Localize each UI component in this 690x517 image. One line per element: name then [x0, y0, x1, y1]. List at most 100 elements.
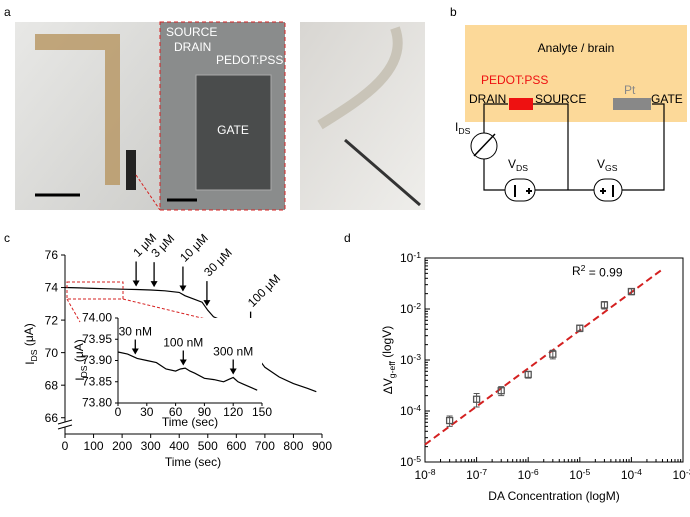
- annotation-label: 30 nM: [119, 325, 152, 339]
- zoom-frame: [159, 21, 286, 211]
- ids-label-main: I: [455, 120, 458, 134]
- arrow-head: [150, 281, 158, 288]
- panel-a: a SOURCE DRAIN PEDOT:PSS GATE: [4, 5, 425, 211]
- y-tick-label: 66: [45, 411, 59, 425]
- x-tick-label: 10-4: [621, 467, 642, 482]
- x-tick-label: 0: [115, 405, 122, 419]
- x-tick-label: 60: [169, 405, 183, 419]
- inset-y-title-tail: (μA): [72, 339, 86, 365]
- tweezer: [344, 138, 421, 207]
- y-tick-label-sup: -5: [413, 454, 421, 464]
- y-tick-label: 10-4: [400, 403, 421, 418]
- data-point: [497, 387, 505, 395]
- data-point: [600, 301, 609, 309]
- panel-label: c: [4, 231, 10, 245]
- y-tick-label-main: 10: [400, 353, 414, 367]
- data-point: [576, 324, 584, 332]
- inset-x-title-main: Time (sec): [162, 415, 218, 429]
- x-tick-label-main: 10: [621, 468, 635, 482]
- probe-tip: [126, 150, 136, 190]
- pedot-channel: [509, 98, 533, 110]
- gate-label: GATE: [651, 92, 683, 106]
- y-axis-title-sub: g-eff: [387, 361, 397, 379]
- y-tick-label-sup: -1: [413, 250, 421, 260]
- y-tick-label: 70: [45, 346, 59, 360]
- data-line: [64, 286, 317, 393]
- data-point: [627, 287, 636, 296]
- zoom-line: [135, 174, 161, 211]
- arrow-head: [131, 348, 139, 355]
- plot-frame: [424, 257, 684, 463]
- x-tick-label-main: 10: [569, 468, 583, 482]
- r-squared-tail: = 0.99: [585, 266, 622, 280]
- arrow-head: [132, 280, 140, 287]
- vgs-label-sub: GS: [605, 163, 618, 173]
- x-tick-label: 700: [255, 439, 275, 453]
- vgs-source: [593, 178, 623, 202]
- vgs-label-main: V: [597, 157, 605, 171]
- x-tick-label-sup: -5: [583, 467, 591, 477]
- x-axis-title: DA Concentration (logM): [488, 489, 619, 503]
- x-tick-label-sup: -7: [479, 467, 487, 477]
- panel-d: d: [344, 231, 351, 245]
- vds-label-main: V: [508, 157, 516, 171]
- pt-label: Pt: [624, 83, 636, 97]
- x-tick-label: 400: [169, 439, 189, 453]
- annotation-label: 300 nM: [213, 345, 253, 359]
- x-tick-label-main: 10: [414, 468, 428, 482]
- x-tick-label: 90: [198, 405, 212, 419]
- annotation-label: 30 μM: [201, 246, 235, 280]
- ids-label-sub: DS: [458, 126, 470, 136]
- photo-device: [15, 22, 160, 210]
- y-axis-title: ΔVg-eff (logV): [380, 326, 397, 394]
- r-squared-main: R: [572, 264, 581, 278]
- vds-source: [504, 178, 536, 202]
- panel-label: d: [344, 231, 351, 245]
- x-axis-title-main: Time (sec): [165, 455, 221, 469]
- x-tick-label: 10-6: [518, 467, 539, 482]
- x-tick-label: 150: [252, 405, 272, 419]
- y-tick-label: 73.85: [82, 374, 112, 388]
- inset-bg: [118, 318, 262, 403]
- annotation-label: 100 nM: [163, 335, 203, 349]
- x-tick-label-sup: -4: [634, 467, 642, 477]
- vds-label-sub: DS: [516, 163, 528, 173]
- r-squared: R2 = 0.99: [572, 263, 623, 279]
- y-tick-label-main: 10: [400, 455, 414, 469]
- x-tick-label-sup: -6: [531, 467, 539, 477]
- x-axis-title: Time (sec): [165, 455, 221, 469]
- x-tick-label: 10-5: [569, 467, 590, 482]
- ids-label: IDS: [455, 120, 471, 136]
- data-point: [549, 350, 557, 358]
- arrow-head: [229, 368, 237, 375]
- x-tick-label: 500: [198, 439, 218, 453]
- y-tick-label-sup: -4: [413, 403, 421, 413]
- bent-probe: [317, 26, 403, 130]
- photo-bent: [300, 22, 425, 210]
- data-line: [117, 351, 258, 391]
- probe-trace: [35, 34, 120, 185]
- y-tick-label: 68: [45, 378, 59, 392]
- gate-pad: [195, 74, 272, 191]
- x-tick-label: 100: [84, 439, 104, 453]
- arrow-head: [179, 285, 187, 292]
- photo-label: DRAIN: [174, 40, 211, 54]
- source-label: SOURCE: [535, 92, 586, 106]
- x-tick-label: 900: [312, 439, 332, 453]
- x-tick-label: 600: [226, 439, 246, 453]
- y-axis-title-sub: DS: [29, 349, 39, 361]
- y-tick-label: 10-2: [400, 301, 421, 316]
- x-tick-label: 10-3: [672, 467, 690, 482]
- y-tick-label: 76: [45, 248, 59, 262]
- x-tick-label: 0: [62, 439, 69, 453]
- vgs-label: VGS: [597, 157, 618, 173]
- annotation-label: 100 μM: [245, 271, 283, 309]
- inset-y-title-sub: DS: [79, 365, 89, 377]
- data-point: [524, 370, 532, 379]
- photo-label: GATE: [217, 123, 249, 137]
- x-tick-label: 200: [112, 439, 132, 453]
- y-axis-title-tail: (logV): [380, 326, 394, 361]
- pedot-label: PEDOT:PSS: [481, 73, 548, 87]
- pt-electrode: [613, 98, 651, 110]
